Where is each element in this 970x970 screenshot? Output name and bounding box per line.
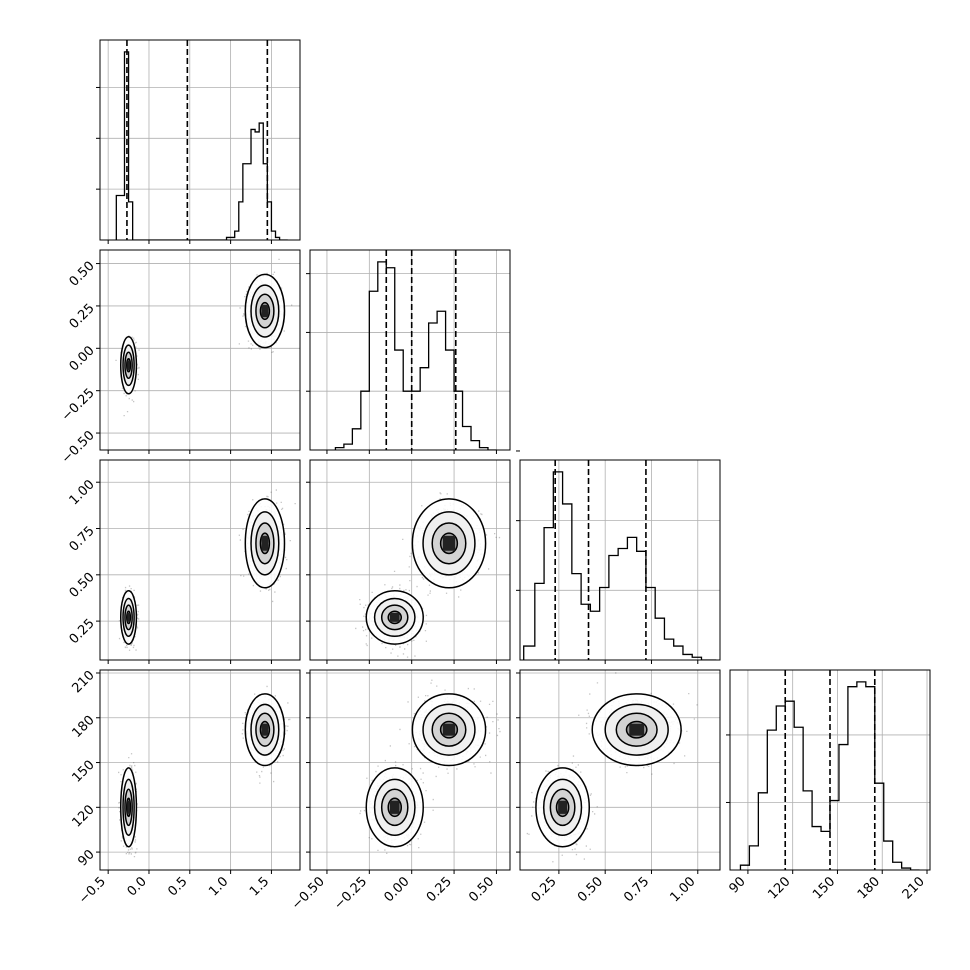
histogram-step-p1 [115,51,288,240]
panel-frame [99,459,301,661]
panel-frame [519,459,721,661]
scatter-panel-p2-p4 [306,669,511,874]
y-tick-label: 0.25 [67,616,98,647]
density-peak [558,800,568,814]
density-peak [127,800,130,814]
scatter-panel-p2-p3 [306,459,511,664]
panel-frame [309,249,511,451]
y-tick-label: −0.25 [59,386,98,425]
density-peak [390,800,400,814]
hist-panel-p4 [726,669,931,874]
y-tick-label: −0.50 [59,428,98,467]
y-tick-label: 0.75 [67,524,98,555]
y-tick-label: 0.00 [67,343,98,374]
panel-frame [519,669,721,871]
density-peak [261,723,269,736]
scatter-panel-p3-p4 [516,669,721,874]
x-tick-label: 0.25 [529,874,560,905]
x-tick-label: 0.0 [125,874,150,899]
panel-frame [99,39,301,241]
panel-frame [309,459,511,661]
scatter-points [118,685,291,858]
scatter-panel-p1-p4 [96,669,301,874]
density-peak [442,535,456,551]
x-tick-label: 0.00 [381,874,412,905]
y-tick-label: 150 [69,758,97,786]
x-tick-label: 1.00 [668,874,699,905]
y-tick-label: 1.00 [67,477,98,508]
x-tick-label: 180 [855,874,883,902]
x-tick-label: 1.5 [247,874,272,899]
x-tick-label: 120 [765,874,793,902]
x-tick-label: −0.50 [289,874,328,913]
y-tick-label: 0.50 [67,259,98,290]
density-peak [261,535,269,551]
x-tick-label: 0.5 [165,874,190,899]
panel-frame [99,249,301,451]
y-tick-label: 120 [69,802,97,830]
panel-frame [99,669,301,871]
density-peak [390,612,400,622]
hist-panel-p2 [306,249,511,454]
x-tick-label: −0.25 [331,874,370,913]
panel-frame [729,669,931,871]
y-tick-label: 210 [69,668,97,696]
histogram-step-p3 [523,471,717,660]
density-peak [127,360,130,370]
y-tick-label: 180 [69,713,97,741]
scatter-panel-p1-p2 [96,249,301,454]
x-tick-label: 210 [900,874,928,902]
y-tick-label: 0.25 [67,301,98,332]
x-tick-label: 0.50 [466,874,497,905]
density-peak [127,612,130,622]
panel-frame [309,669,511,871]
histogram-step-p2 [334,261,497,450]
hist-panel-p1 [96,39,301,244]
density-peak [261,304,269,318]
x-tick-label: 0.25 [424,874,455,905]
y-tick-label: 90 [75,847,97,869]
x-tick-label: 0.50 [575,874,606,905]
scatter-panel-p1-p3 [96,459,301,664]
x-tick-label: 1.0 [206,874,231,899]
x-tick-label: 0.75 [621,874,652,905]
hist-panel-p3 [516,450,721,664]
density-peak [442,723,456,736]
density-peak [629,723,645,736]
histogram-step-p4 [739,681,920,870]
x-tick-label: −0.5 [76,874,109,907]
x-tick-label: 90 [726,874,748,896]
y-tick-label: 0.50 [67,570,98,601]
x-tick-label: 150 [810,874,838,902]
